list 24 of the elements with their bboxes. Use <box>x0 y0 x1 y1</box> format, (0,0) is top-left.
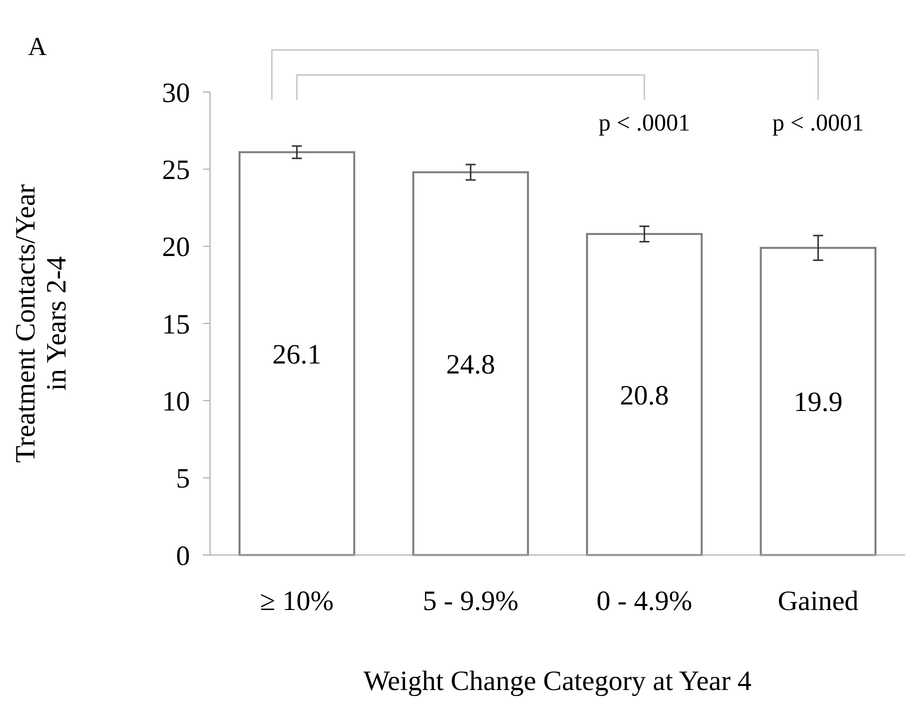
bar <box>586 232 703 556</box>
y-tick-label: 30 <box>162 78 190 109</box>
bar <box>412 171 529 556</box>
x-axis-title: Weight Change Category at Year 4 <box>363 666 752 697</box>
y-tick-label: 15 <box>162 309 190 340</box>
data-label: 26.1 <box>272 339 322 370</box>
bar <box>760 246 876 556</box>
y-axis-title: Treatment Contacts/Year in Years 2-4 <box>10 184 72 463</box>
y-tick-label: 5 <box>176 464 190 495</box>
x-tick-label: ≥ 10% <box>260 586 334 617</box>
y-tick-label: 20 <box>162 232 190 264</box>
data-label: 19.9 <box>794 387 843 418</box>
annotation: p < .0001 <box>598 110 690 137</box>
y-tick-label: 10 <box>162 386 190 418</box>
x-tick-label: 0 - 4.9% <box>596 586 692 617</box>
x-tick-label: 5 - 9.9% <box>422 586 518 617</box>
text: A <box>28 32 47 61</box>
y-tick-label: 25 <box>162 154 190 186</box>
data-label: 20.8 <box>620 380 669 412</box>
annotation: p < .0001 <box>772 110 864 137</box>
y-tick-label: 0 <box>176 540 190 572</box>
bar <box>238 151 356 556</box>
data-label: 24.8 <box>446 349 496 380</box>
x-tick-label: Gained <box>778 586 859 617</box>
